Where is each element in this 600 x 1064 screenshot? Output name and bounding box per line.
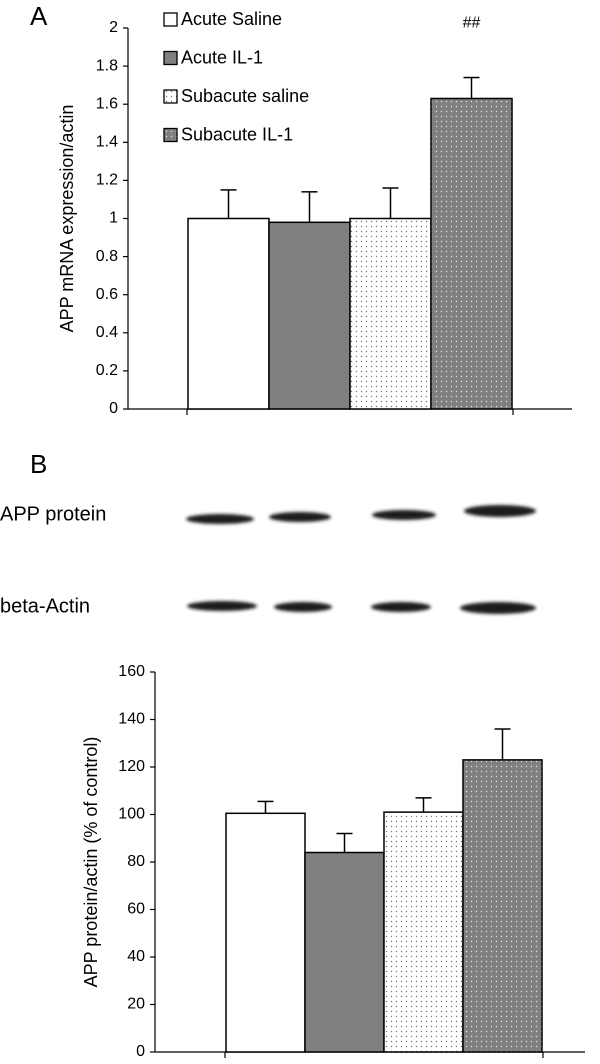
y-tick-label: 0.6 <box>96 286 118 303</box>
error-bar <box>301 191 318 223</box>
legend-label: Subacute saline <box>181 86 309 106</box>
error-bar <box>257 800 274 814</box>
blot-image <box>186 505 536 614</box>
blot-band <box>372 510 436 520</box>
blot-band <box>464 505 536 517</box>
bar <box>304 851 385 1053</box>
bar <box>430 97 513 410</box>
blot-label: beta-Actin <box>0 595 90 617</box>
blot-band <box>186 514 254 524</box>
blot-band <box>371 602 431 612</box>
y-tick-label: 160 <box>118 663 145 680</box>
legend-label: Acute Saline <box>181 9 282 29</box>
error-bar <box>336 832 353 853</box>
legend-swatch <box>163 127 178 143</box>
y-tick-label: 2 <box>109 19 118 36</box>
blot-band <box>460 602 536 614</box>
legend-swatch <box>163 12 178 27</box>
bar <box>187 217 270 410</box>
bar <box>349 217 432 410</box>
error-bar <box>415 797 432 813</box>
y-tick-label: 20 <box>127 996 145 1013</box>
legend-swatch <box>163 50 178 66</box>
bar <box>383 811 464 1053</box>
y-tick-label: 1.4 <box>96 134 118 151</box>
blot-band <box>274 602 332 612</box>
y-tick-label: 0.2 <box>96 362 118 379</box>
bar <box>268 221 351 410</box>
y-tick-label: 140 <box>118 711 145 728</box>
y-tick-label: 1 <box>109 210 118 227</box>
error-bar <box>494 728 511 760</box>
blot-band <box>269 512 331 522</box>
error-bar <box>220 189 237 219</box>
error-bar <box>463 76 480 99</box>
blot-band <box>187 601 257 611</box>
y-tick-label: 1.2 <box>96 172 118 189</box>
y-tick-label: 0 <box>136 1043 145 1060</box>
y-tick-label: 0.8 <box>96 248 118 265</box>
y-axis-title: APP protein/actin (% of control) <box>81 737 101 988</box>
y-tick-label: 1.8 <box>96 57 118 74</box>
y-tick-label: 40 <box>127 948 145 965</box>
panel-label: B <box>30 449 47 479</box>
y-axis-title: APP mRNA expression/actin <box>57 105 77 333</box>
error-bar <box>382 187 399 219</box>
blot-label: APP protein <box>0 503 106 525</box>
legend-swatch <box>163 89 178 104</box>
bar <box>462 759 543 1053</box>
legend-label: Subacute IL-1 <box>181 124 293 144</box>
y-tick-label: 120 <box>118 758 145 775</box>
legend-label: Acute IL-1 <box>181 47 263 67</box>
y-tick-label: 0.4 <box>96 324 118 341</box>
y-tick-label: 80 <box>127 853 145 870</box>
annotation: ## <box>463 15 481 32</box>
y-tick-label: 1.6 <box>96 95 118 112</box>
bar <box>225 812 306 1053</box>
panel-label: A <box>30 1 48 31</box>
y-tick-label: 100 <box>118 806 145 823</box>
y-tick-label: 60 <box>127 901 145 918</box>
y-tick-label: 0 <box>109 400 118 417</box>
